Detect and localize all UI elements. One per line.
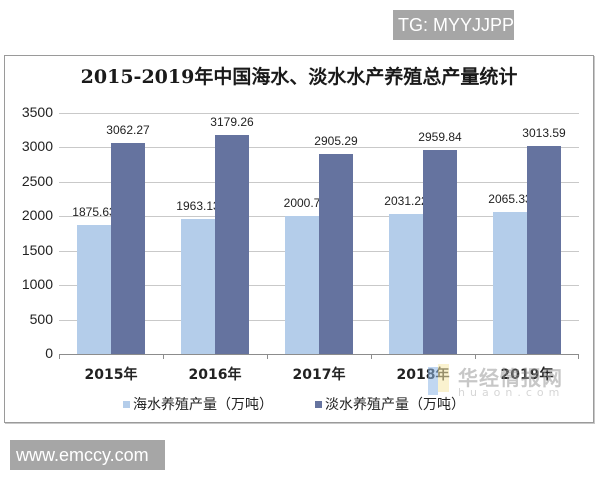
x-tick-mark — [59, 354, 60, 359]
data-label: 2000.7 — [283, 196, 321, 211]
y-tick-label: 500 — [29, 311, 53, 327]
watermark-brand-text: 华经情报网 — [458, 366, 563, 390]
legend-item-freshwater: 淡水养殖产量（万吨） — [315, 394, 465, 414]
data-label: 3013.59 — [522, 126, 566, 141]
x-axis-line — [59, 354, 579, 355]
y-tick-label: 1000 — [21, 276, 53, 292]
y-tick-label: 3000 — [21, 138, 53, 154]
bar-seawater — [493, 211, 527, 354]
gridline — [59, 113, 579, 114]
y-tick-label: 0 — [45, 345, 53, 361]
bar-freshwater — [319, 153, 353, 354]
chart-legend: 海水养殖产量（万吨） 淡水养殖产量（万吨） — [5, 394, 593, 416]
legend-label: 海水养殖产量（万吨） — [133, 397, 273, 413]
y-tick-label: 2000 — [21, 207, 53, 223]
bar-freshwater — [423, 150, 457, 354]
legend-swatch-seawater — [123, 400, 130, 408]
gridline — [59, 147, 579, 148]
x-tick-label: 2019年 — [500, 367, 554, 383]
data-label: 1963.13 — [176, 198, 220, 213]
x-tick-label: 2016年 — [188, 367, 242, 383]
huaon-watermark: 华经情报网 huaon.com — [428, 364, 578, 404]
x-tick-mark — [475, 354, 476, 359]
x-tick-mark — [371, 354, 372, 359]
data-label: 1875.63 — [72, 204, 116, 219]
y-tick-label: 2500 — [21, 173, 53, 189]
legend-item-seawater: 海水养殖产量（万吨） — [123, 394, 273, 414]
y-tick-label: 1500 — [21, 242, 53, 258]
chart-frame: 2015-2019年中国海水、淡水水产养殖总产量统计 3500 3000 250… — [4, 55, 594, 423]
data-label: 3062.27 — [106, 123, 150, 138]
bar-freshwater — [111, 143, 145, 354]
bar-seawater — [77, 224, 111, 354]
data-label: 2065.33 — [488, 191, 532, 206]
bar-seawater — [285, 216, 319, 354]
bar-freshwater — [527, 146, 561, 354]
watermark-logo-icon — [428, 367, 438, 395]
legend-swatch-freshwater — [315, 400, 322, 408]
x-tick-mark — [267, 354, 268, 359]
data-label: 2031.22 — [384, 194, 428, 209]
x-tick-mark — [578, 354, 579, 359]
x-tick-label: 2017年 — [292, 367, 346, 383]
bar-seawater — [181, 218, 215, 354]
watermark-brand-sub: huaon.com — [458, 386, 565, 399]
y-tick-label: 3500 — [21, 104, 53, 120]
data-label: 2905.29 — [314, 133, 358, 148]
chart-title: 2015-2019年中国海水、淡水水产养殖总产量统计 — [80, 66, 518, 88]
bar-seawater — [389, 214, 423, 354]
data-label: 3179.26 — [210, 115, 254, 130]
legend-label: 淡水养殖产量（万吨） — [325, 397, 465, 413]
x-tick-label: 2015年 — [84, 367, 138, 383]
bar-freshwater — [215, 135, 249, 354]
site-watermark-badge: www.emccy.com — [10, 440, 165, 470]
watermark-logo-icon — [438, 364, 449, 392]
data-label: 2959.84 — [418, 130, 462, 145]
tg-watermark-badge: TG: MYYJJPP — [393, 10, 514, 40]
x-tick-mark — [163, 354, 164, 359]
